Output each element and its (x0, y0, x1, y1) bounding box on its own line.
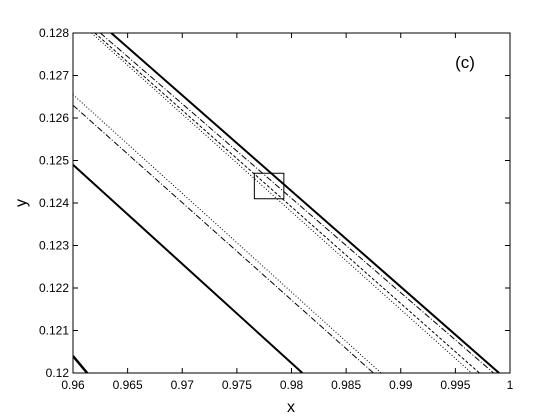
y-tick-label: 0.121 (39, 324, 69, 338)
y-tick-label: 0.128 (39, 26, 69, 40)
series-line (94, 33, 480, 373)
y-tick-label: 0.123 (39, 239, 69, 253)
y-tick-label: 0.125 (39, 154, 69, 168)
x-tick-label: 1 (507, 378, 514, 392)
inset-box (253, 172, 285, 200)
series-line (110, 33, 500, 373)
x-tick-label: 0.965 (113, 378, 143, 392)
y-tick-label: 0.122 (39, 281, 69, 295)
y-tick-label: 0.12 (46, 366, 70, 380)
x-tick-label: 0.96 (61, 378, 85, 392)
series-line (73, 104, 374, 373)
x-tick-label: 0.985 (331, 378, 361, 392)
x-tick-label: 0.97 (171, 378, 195, 392)
x-tick-label: 0.98 (280, 378, 304, 392)
series-line (73, 94, 382, 373)
y-tick-label: 0.124 (39, 196, 69, 210)
y-axis-label: y (13, 199, 30, 207)
series-line (73, 355, 89, 373)
annotation: (c) (455, 53, 475, 72)
y-tick-label: 0.127 (39, 69, 69, 83)
y-tick-label: 0.126 (39, 111, 69, 125)
series-line (73, 164, 304, 373)
x-tick-label: 0.99 (389, 378, 413, 392)
series-line (99, 33, 494, 373)
x-tick-label: 0.975 (222, 378, 252, 392)
x-axis-label: x (287, 399, 295, 416)
series-line (91, 33, 473, 373)
x-tick-label: 0.995 (440, 378, 470, 392)
